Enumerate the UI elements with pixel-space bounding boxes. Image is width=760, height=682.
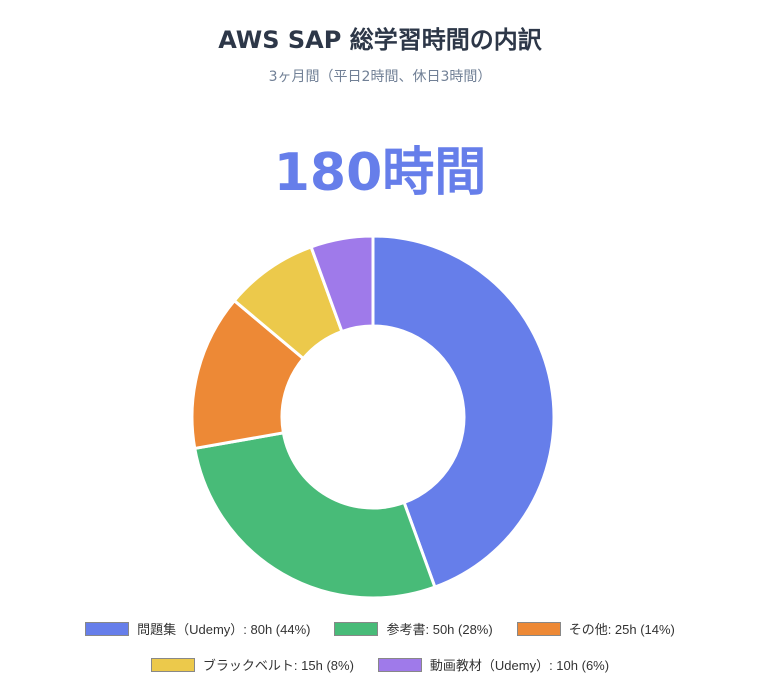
- donut-slice-4[interactable]: [309, 234, 375, 334]
- chart-title: AWS SAP 総学習時間の内訳: [218, 26, 542, 54]
- donut-slice-1[interactable]: [193, 431, 437, 600]
- legend-swatch: [85, 621, 130, 636]
- legend-item[interactable]: 問題集（Udemy）: 80h (44%): [85, 619, 310, 638]
- legend-label: 動画教材（Udemy）: 10h (6%): [429, 658, 610, 673]
- donut-slice-0[interactable]: [371, 234, 556, 590]
- legend-swatch: [516, 621, 561, 636]
- chart-subtitle: 3ヶ月間（平日2時間、休日3時間）: [268, 69, 492, 85]
- donut-slice-2[interactable]: [190, 298, 306, 451]
- total-hours: 180時間: [273, 143, 487, 203]
- legend-item[interactable]: 動画教材（Udemy）: 10h (6%): [377, 655, 610, 674]
- legend-item[interactable]: ブラックベルト: 15h (8%): [150, 655, 354, 674]
- legend-label: 参考書: 50h (28%): [386, 622, 493, 637]
- legend-item[interactable]: その他: 25h (14%): [516, 619, 675, 638]
- legend-label: その他: 25h (14%): [568, 622, 675, 637]
- legend-swatch: [150, 657, 195, 672]
- legend-row-2: ブラックベルト: 15h (8%) 動画教材（Udemy）: 10h (6%): [0, 655, 760, 674]
- legend-label: ブラックベルト: 15h (8%): [202, 658, 354, 673]
- legend-label: 問題集（Udemy）: 80h (44%): [137, 622, 311, 637]
- legend-row-1: 問題集（Udemy）: 80h (44%) 参考書: 50h (28%) その他…: [0, 619, 760, 638]
- legend-swatch: [377, 657, 422, 672]
- legend-item[interactable]: 参考書: 50h (28%): [334, 619, 493, 638]
- legend-swatch: [334, 621, 379, 636]
